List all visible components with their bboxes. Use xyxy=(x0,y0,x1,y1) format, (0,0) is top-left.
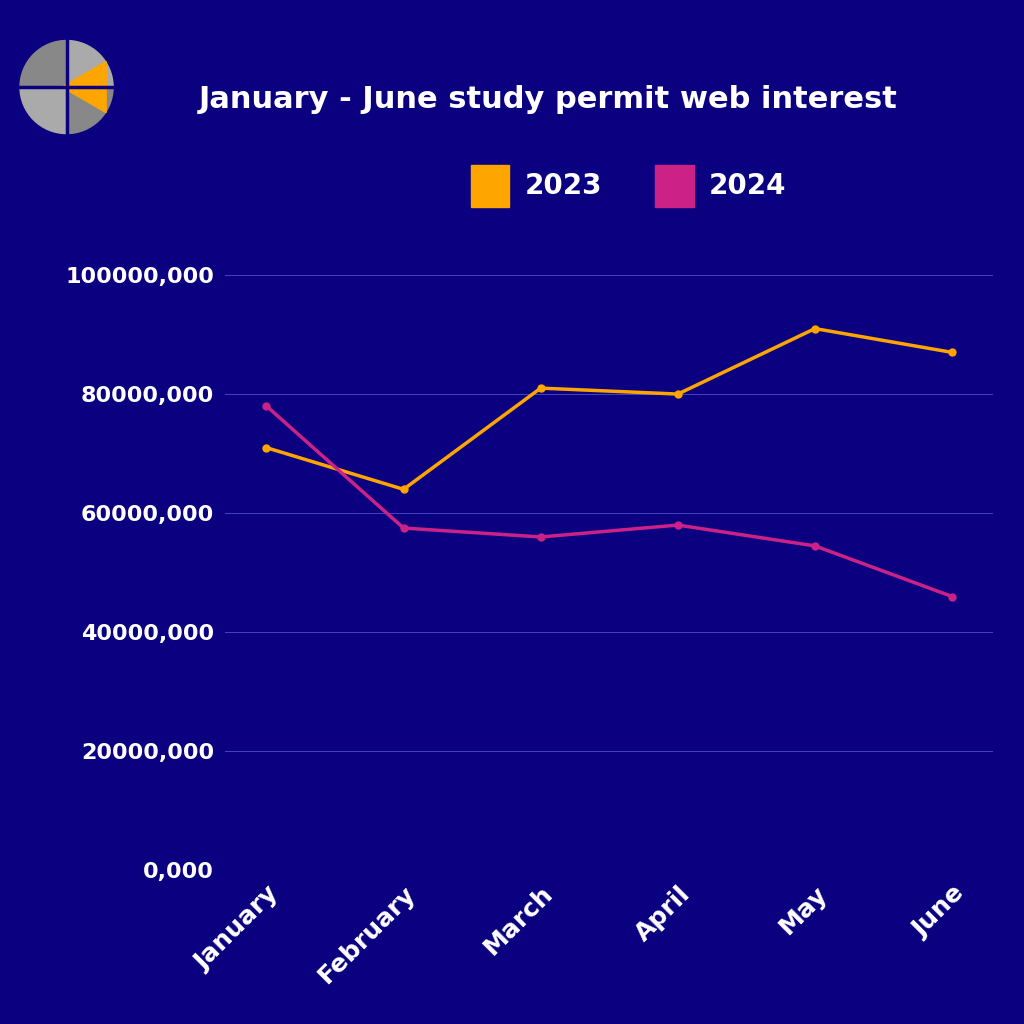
Polygon shape xyxy=(61,61,106,113)
FancyBboxPatch shape xyxy=(471,166,509,207)
Wedge shape xyxy=(67,41,113,87)
Text: January - June study permit web interest: January - June study permit web interest xyxy=(199,85,897,115)
Wedge shape xyxy=(67,87,113,133)
Text: 2023: 2023 xyxy=(524,172,602,200)
Wedge shape xyxy=(20,41,67,87)
Wedge shape xyxy=(20,87,67,133)
Text: 2024: 2024 xyxy=(709,172,786,200)
FancyBboxPatch shape xyxy=(655,166,694,207)
